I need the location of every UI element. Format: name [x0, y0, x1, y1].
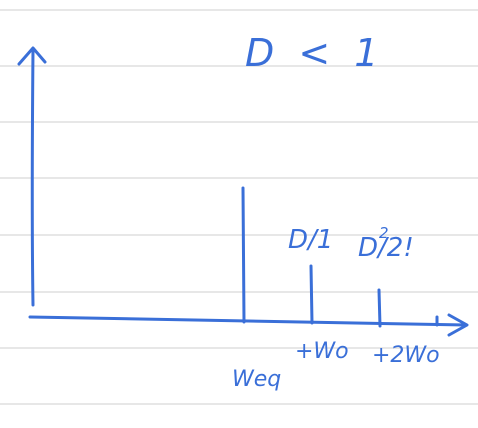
horizontal-axis-arrowhead	[447, 313, 469, 337]
spike-plus-wo	[309, 264, 314, 325]
horizontal-axis	[28, 315, 468, 327]
axis-label-weq: Weq	[232, 367, 281, 392]
vertical-axis-arrowhead	[17, 46, 47, 66]
coefficient-exponent: 2	[379, 224, 389, 242]
spike-weq	[241, 186, 246, 324]
coefficient-label-second: D/2!	[358, 233, 414, 263]
coefficient-label-first: D/1	[288, 225, 333, 255]
axis-label-plus-wo: +Wo	[295, 339, 349, 364]
ruled-lines	[0, 9, 478, 405]
vertical-axis	[30, 48, 35, 307]
axis-label-plus-2wo: +2Wo	[372, 343, 440, 368]
spike-plus-2wo	[377, 288, 382, 328]
diagram-title: D < 1	[245, 31, 384, 75]
